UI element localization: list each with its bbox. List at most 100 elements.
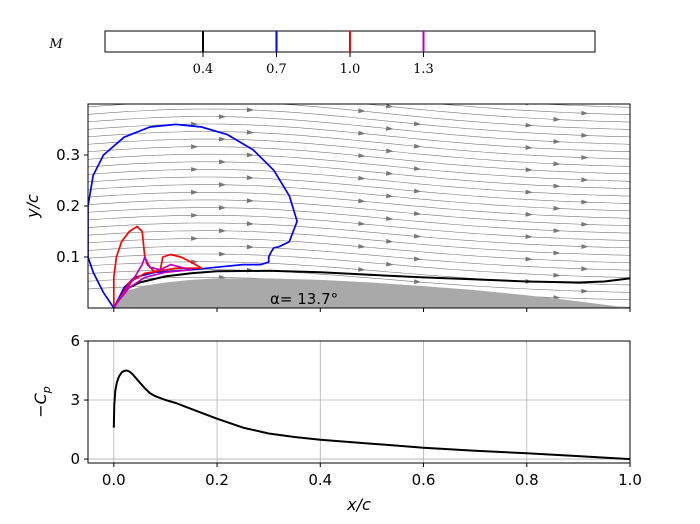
bottom-y-tick-label-2: 6 [70, 332, 80, 350]
streamline-arrow [219, 228, 227, 234]
streamline-arrow [246, 221, 255, 227]
bottom-x-tick-label-1: 0.2 [205, 471, 229, 489]
streamline-arrow [525, 234, 533, 239]
streamline [362, 104, 630, 123]
streamline [88, 153, 630, 182]
bottom-x-tick-label-2: 0.4 [308, 471, 332, 489]
streamline-arrow [358, 244, 366, 249]
cp-line [112, 369, 630, 461]
streamline-arrow [219, 136, 227, 142]
colorbar-tick-label-0: 0.4 [193, 62, 214, 77]
streamline [88, 230, 630, 256]
streamline-arrow [386, 193, 394, 199]
bottom-plot-frame [87, 340, 631, 464]
streamline-arrow [191, 236, 199, 241]
bottom-x-tick-label-5: 1.0 [618, 471, 642, 489]
streamline-arrow [247, 85, 254, 90]
streamline-arrow [386, 104, 394, 109]
streamline-arrow [246, 129, 255, 135]
streamline-arrow [413, 233, 422, 239]
colorbar: M 0.4 0.7 1.0 1.3 [48, 30, 596, 77]
streamline [88, 245, 630, 271]
streamline-arrow [413, 166, 422, 171]
streamline [88, 138, 630, 167]
bottom-y-axis-label: −Cp [31, 386, 53, 418]
streamline-arrow [525, 211, 533, 217]
colorbar-tick-label-3: 1.3 [413, 62, 434, 77]
streamline-arrow [581, 132, 589, 138]
streamline-arrow [219, 251, 227, 257]
streamline-arrow [219, 205, 227, 211]
streamline-arrow [219, 159, 227, 165]
streamline-arrow [525, 256, 533, 262]
streamline [88, 176, 630, 204]
streamline-arrow [413, 256, 422, 262]
streamline-arrow [386, 126, 394, 131]
streamline-arrow [386, 238, 394, 244]
airfoil-shape [113, 278, 630, 308]
streamline-arrow [358, 198, 366, 204]
streamline [88, 108, 630, 138]
mach-line-0-4 [112, 269, 630, 308]
streamline-arrow [358, 221, 366, 226]
streamline-arrow [414, 99, 421, 104]
streamline-arrow [581, 177, 589, 183]
streamline-arrow [358, 153, 366, 158]
streamline-arrow [581, 221, 589, 227]
bottom-x-tick-label-0: 0.0 [102, 471, 126, 489]
streamline-arrow [581, 110, 589, 116]
streamline-arrow [581, 266, 589, 272]
streamline-arrow [525, 145, 533, 150]
streamline-arrow [358, 130, 366, 136]
top-y-axis-label: y/c [23, 194, 42, 219]
streamline-arrow [553, 183, 561, 189]
top-plot: 0.1 0.2 0.3 α= 13.7° y/c [23, 85, 631, 312]
streamlines [88, 85, 630, 308]
streamline [88, 207, 630, 234]
bottom-y-tick-label-1: 3 [70, 391, 80, 409]
streamline-arrow [246, 175, 255, 181]
streamline [88, 161, 630, 189]
mach-line-1-3 [113, 256, 193, 308]
streamline [88, 269, 630, 293]
streamline-arrow [358, 86, 365, 91]
streamline-arrow [581, 244, 589, 249]
streamline-arrow [219, 182, 227, 188]
streamline-arrow [219, 92, 226, 97]
streamline-arrow [553, 228, 561, 233]
bottom-x-tick-label-3: 0.6 [412, 471, 436, 489]
streamline-arrow [191, 213, 199, 218]
streamline [437, 104, 630, 115]
streamline-arrow [246, 152, 255, 158]
streamline-arrow [358, 108, 366, 114]
streamline-arrow [358, 175, 366, 181]
streamline-arrow [413, 121, 422, 127]
streamline-arrow [246, 244, 255, 250]
streamline [88, 253, 630, 278]
top-y-tick-label-0: 0.1 [56, 248, 80, 266]
streamline-arrow [386, 170, 394, 176]
streamline-arrow [553, 116, 561, 122]
streamline-arrow [525, 167, 533, 173]
streamline [88, 222, 630, 249]
streamline-arrow [553, 139, 561, 144]
alpha-annotation: α= 13.7° [270, 290, 338, 308]
top-y-tick-label-2: 0.3 [56, 146, 80, 164]
streamline-arrow [191, 99, 198, 104]
streamline-arrow [191, 144, 199, 150]
streamline-arrow [413, 188, 422, 194]
streamline [88, 116, 630, 145]
bottom-plot: 0.0 0.2 0.4 0.6 0.8 1.0 0 3 6 −Cp x/c [31, 332, 642, 514]
bottom-x-tick-label-4: 0.8 [515, 471, 539, 489]
streamline [88, 199, 630, 226]
streamline-arrow [413, 279, 422, 284]
streamline-arrow [553, 250, 561, 256]
streamline-arrow [386, 261, 394, 267]
colorbar-label: M [48, 37, 63, 52]
streamline-arrow [581, 199, 589, 205]
streamline [88, 131, 630, 160]
streamline-arrow [525, 189, 533, 195]
x-axis-label: x/c [346, 495, 371, 514]
streamline-arrow [358, 267, 366, 272]
